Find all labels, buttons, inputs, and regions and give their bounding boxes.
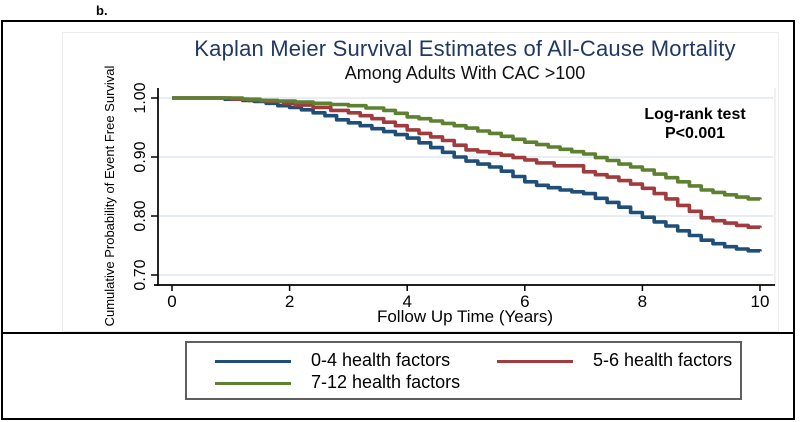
legend-label: 0-4 health factors bbox=[311, 350, 451, 370]
chart-subtitle: Among Adults With CAC >100 bbox=[344, 63, 586, 83]
legend-box: 0-4 health factors 5-6 health factors 7-… bbox=[185, 341, 742, 400]
x-axis-title: Follow Up Time (Years) bbox=[376, 307, 554, 326]
logrank-annotation: Log-rank test P<0.001 bbox=[610, 105, 780, 143]
legend-item-7-12: 7-12 health factors bbox=[215, 372, 475, 394]
logrank-annotation-line2: P<0.001 bbox=[664, 125, 726, 142]
legend-line-blue bbox=[215, 360, 291, 363]
legend-line-red bbox=[497, 360, 573, 363]
chart-title: Kaplan Meier Survival Estimates of All-C… bbox=[194, 36, 736, 61]
chart-legend-divider bbox=[2, 332, 793, 334]
figure-label: b. bbox=[96, 3, 108, 18]
legend-item-0-4: 0-4 health factors bbox=[215, 350, 475, 372]
legend-item-5-6: 5-6 health factors bbox=[497, 350, 737, 372]
legend-label: 7-12 health factors bbox=[311, 372, 461, 392]
logrank-annotation-line1: Log-rank test bbox=[644, 106, 746, 123]
legend-line-green bbox=[215, 382, 291, 385]
graph-region-outline bbox=[62, 32, 779, 332]
legend-label: 5-6 health factors bbox=[593, 350, 733, 370]
